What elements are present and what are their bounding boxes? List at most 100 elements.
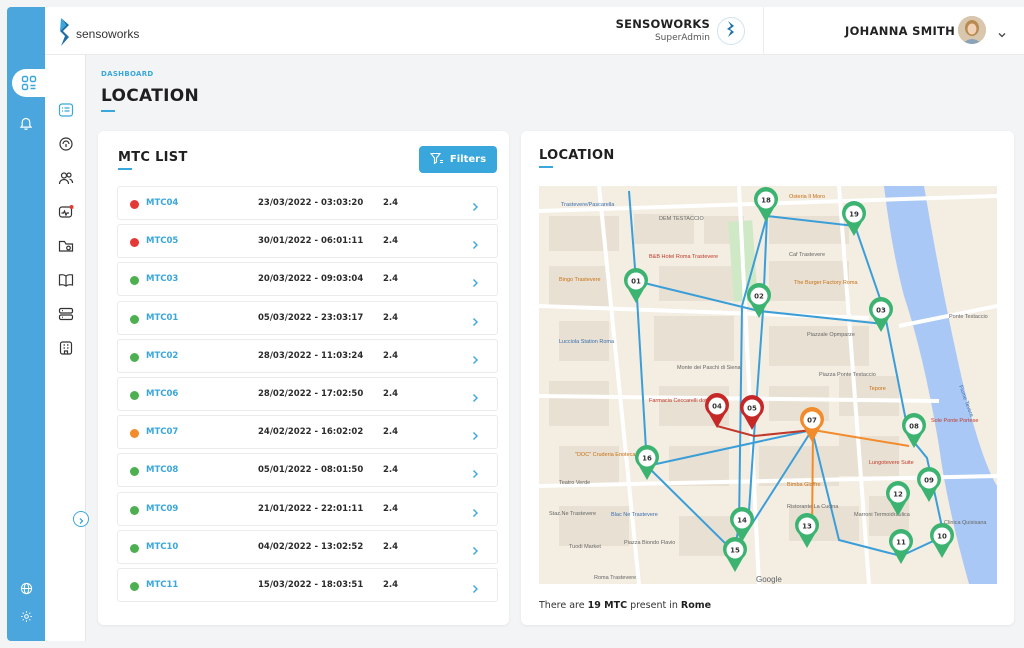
map[interactable]: Trastevere/Pascarella DEM TESTACCIO Oste… [539,186,997,584]
user-name[interactable]: JOHANNA SMITH [845,24,956,38]
mtc-name[interactable]: MTC11 [146,579,179,590]
folder-icon [58,238,74,258]
map-pin[interactable]: 18 [754,187,778,222]
location-underline [539,166,553,168]
map-pin[interactable]: 10 [930,523,955,558]
globe-icon [20,582,33,595]
filters-label: Filters [449,154,487,165]
mtc-value: 2.4 [383,388,399,399]
chevron-right-icon[interactable] [471,235,479,254]
sidebar-item-buildings[interactable] [56,340,76,360]
chevron-right-icon[interactable] [471,312,479,331]
svg-text:Piazza Ponte Testaccio: Piazza Ponte Testaccio [819,372,876,378]
table-row[interactable]: MTC07 24/02/2022 - 16:02:02 2.4 [117,415,498,450]
mtc-value: 2.4 [383,350,399,361]
mtc-value: 2.4 [383,579,399,590]
language-rail-button[interactable] [12,574,40,602]
mtc-name[interactable]: MTC10 [146,541,179,552]
mtc-name[interactable]: MTC08 [146,465,179,476]
sidebar-item-users[interactable] [56,170,76,190]
settings-rail-button[interactable] [12,602,40,630]
sidebar-item-servers[interactable] [56,306,76,326]
sidebar-item-monitoring[interactable] [56,204,76,224]
chevron-right-icon[interactable] [471,273,479,292]
table-row[interactable]: MTC08 05/01/2022 - 08:01:50 2.4 [117,453,498,488]
location-title: LOCATION [539,148,615,163]
chevron-right-icon[interactable] [471,464,479,483]
table-row[interactable]: MTC05 30/01/2022 - 06:01:11 2.4 [117,224,498,259]
chevron-right-icon[interactable] [471,503,479,522]
status-dot [130,352,139,362]
mtc-rows: MTC04 23/03/2022 - 03:03:20 2.4 MTC05 30/01/… [117,186,498,606]
user-menu-chevron[interactable] [997,25,1007,44]
mtc-name[interactable]: MTC04 [146,198,179,208]
app-logo[interactable]: sensoworks [58,17,139,51]
map-pin[interactable]: 07 [800,407,824,442]
map-pin[interactable]: 14 [730,507,754,542]
map-pin-inner [889,485,907,503]
sidebar-item-sensors[interactable] [56,136,76,156]
table-row[interactable]: MTC02 28/03/2022 - 11:03:24 2.4 [117,338,498,373]
filters-button[interactable]: Filters [419,146,497,173]
map-pin[interactable]: 11 [889,529,913,564]
mtc-name[interactable]: MTC01 [146,312,179,323]
notifications-rail-button[interactable] [12,110,40,138]
map-pin[interactable]: 03 [869,297,893,332]
map-pin[interactable]: 01 [624,268,648,303]
chevron-down-icon [997,25,1007,44]
map-pin[interactable]: 19 [842,201,866,236]
avatar[interactable] [958,16,986,44]
table-row[interactable]: MTC04 23/03/2022 - 03:03:20 2.4 [117,186,498,220]
table-row[interactable]: MTC03 20/03/2022 - 09:03:04 2.4 [117,262,498,297]
sidebar-item-list[interactable] [56,102,76,122]
top-header: sensoworks SENSOWORKS SuperAdmin JOHANNA… [45,7,1024,55]
table-row[interactable]: MTC11 15/03/2022 - 18:03:51 2.4 [117,567,498,602]
table-row[interactable]: MTC06 28/02/2022 - 17:02:50 2.4 [117,376,498,411]
svg-text:Clinica Quisisana: Clinica Quisisana [944,520,987,526]
chevron-right-icon[interactable] [471,541,479,560]
mtc-name[interactable]: MTC05 [146,236,179,247]
sidebar-item-folders[interactable] [56,238,76,258]
mtc-name[interactable]: MTC03 [146,274,179,285]
mtc-date: 21/01/2022 - 22:01:11 [258,503,364,514]
mtc-name[interactable]: MTC06 [146,388,179,399]
chevron-right-icon[interactable] [471,197,479,216]
breadcrumb[interactable]: DASHBOARD [101,70,154,78]
map-pin[interactable]: 16 [635,445,659,480]
status-dot [130,200,139,209]
sidebar-item-docs[interactable] [56,272,76,292]
map-pin[interactable]: 15 [723,537,747,572]
chevron-right-icon[interactable] [471,388,479,407]
mtc-value: 2.4 [383,274,399,285]
map-pin[interactable]: 04 [705,393,729,428]
status-dot [130,390,139,400]
table-row[interactable]: MTC01 05/03/2022 - 23:03:17 2.4 [117,300,498,335]
map-pin[interactable]: 12 [886,481,910,516]
map-pin[interactable]: 13 [795,513,819,548]
chevron-right-icon[interactable] [471,426,479,445]
dashboard-rail-button[interactable] [12,69,45,97]
map-pin[interactable]: 08 [902,413,926,448]
map-pin[interactable]: 02 [747,283,771,318]
status-dot [130,467,139,477]
map-pin-label: 05 [747,405,757,413]
svg-text:Marroni Termoidraulica: Marroni Termoidraulica [854,512,911,518]
sensoworks-logo-icon [58,17,72,51]
table-row[interactable]: MTC09 21/01/2022 - 22:01:11 2.4 [117,491,498,526]
mtc-name[interactable]: MTC02 [146,350,179,361]
chevron-right-icon[interactable] [471,579,479,598]
footer-prefix: There are [539,600,588,611]
svg-text:Lungotevere Suite: Lungotevere Suite [869,460,914,466]
map-pin-label: 18 [761,197,771,205]
company-logo[interactable] [717,17,745,45]
mtc-name[interactable]: MTC09 [146,503,179,514]
location-card: LOCATION [521,131,1014,625]
table-row[interactable]: MTC10 04/02/2022 - 13:02:52 2.4 [117,529,498,564]
map-pin[interactable]: 09 [917,467,941,502]
chevron-right-icon[interactable] [471,350,479,369]
expand-sidebar-button[interactable] [73,511,89,527]
map-pin-label: 01 [631,278,641,286]
mtc-name[interactable]: MTC07 [146,427,179,438]
mtc-date: 05/01/2022 - 08:01:50 [258,465,364,476]
map-pin[interactable]: 05 [740,395,764,430]
